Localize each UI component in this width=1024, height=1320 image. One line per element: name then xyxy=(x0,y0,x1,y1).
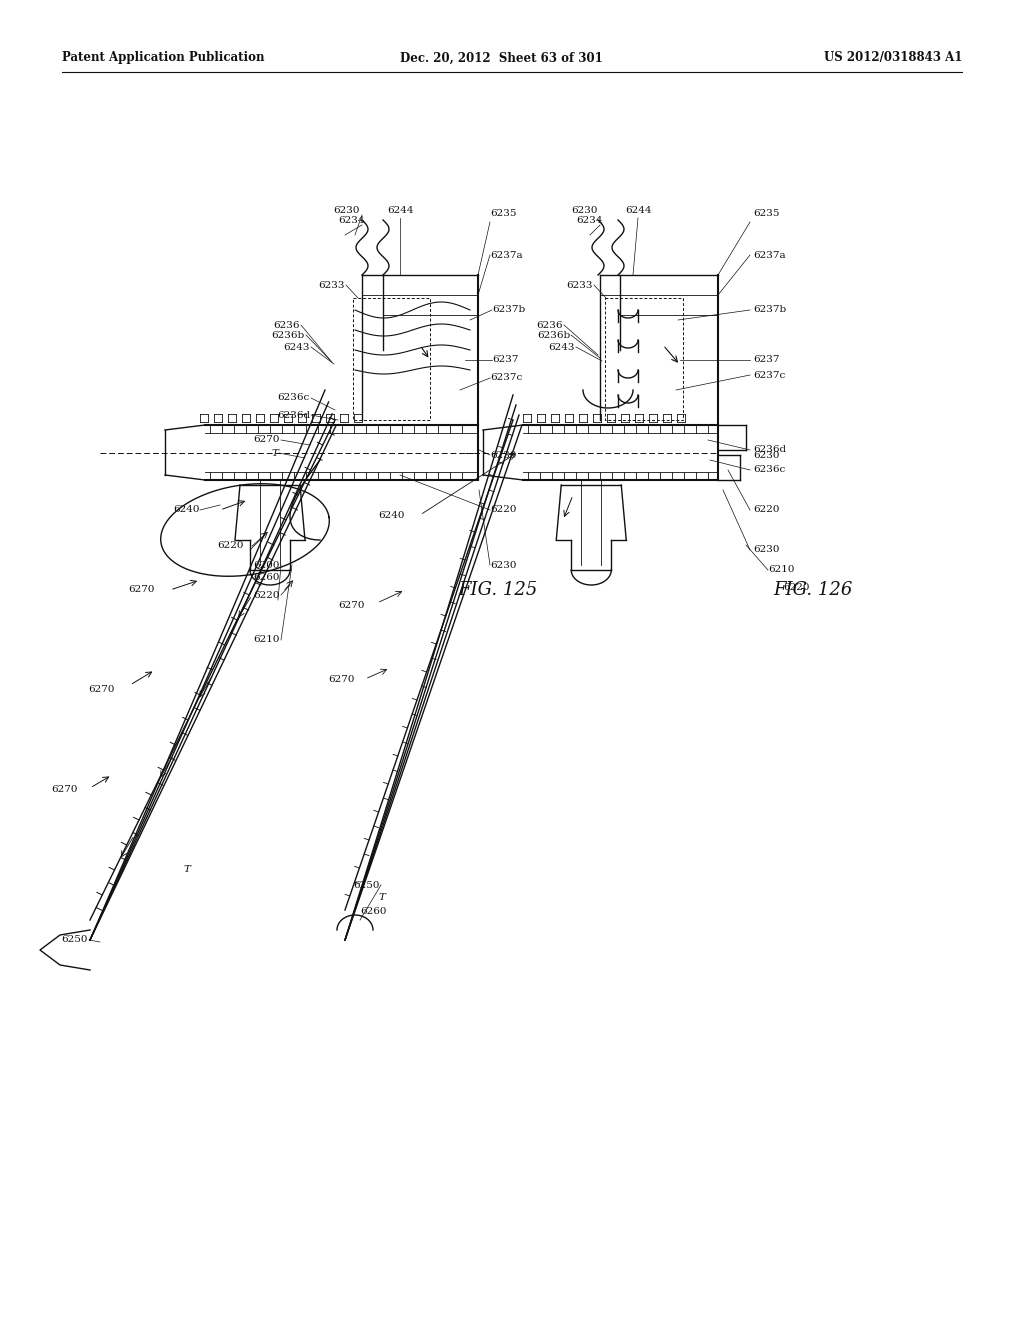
Text: 6237: 6237 xyxy=(753,355,779,364)
Text: 6233: 6233 xyxy=(318,281,345,289)
Text: 6243: 6243 xyxy=(284,342,310,351)
Text: Patent Application Publication: Patent Application Publication xyxy=(62,51,264,65)
Text: 6230: 6230 xyxy=(753,450,779,459)
Text: 6270: 6270 xyxy=(329,676,355,685)
Text: 6243: 6243 xyxy=(549,342,575,351)
Text: 6260: 6260 xyxy=(254,573,280,582)
Text: 6250: 6250 xyxy=(61,936,88,945)
Text: 6236c: 6236c xyxy=(278,393,310,403)
Text: 6236c: 6236c xyxy=(753,466,785,474)
Text: 6270: 6270 xyxy=(339,601,365,610)
Text: 6220: 6220 xyxy=(254,590,280,599)
Text: 6220: 6220 xyxy=(490,506,516,515)
Text: 6237a: 6237a xyxy=(753,251,785,260)
Text: 6236d: 6236d xyxy=(276,411,310,420)
Text: 6236b: 6236b xyxy=(537,330,570,339)
Text: 6237a: 6237a xyxy=(490,251,522,260)
Text: 6233: 6233 xyxy=(566,281,593,289)
Text: Dec. 20, 2012  Sheet 63 of 301: Dec. 20, 2012 Sheet 63 of 301 xyxy=(400,51,603,65)
Text: 6237b: 6237b xyxy=(492,305,525,314)
Text: 6200: 6200 xyxy=(254,561,280,569)
Text: 6244: 6244 xyxy=(387,206,414,215)
Text: 6210: 6210 xyxy=(254,635,280,644)
Text: 6270: 6270 xyxy=(254,436,280,445)
Text: 6210: 6210 xyxy=(768,565,795,574)
Text: 6237b: 6237b xyxy=(753,305,786,314)
Text: 6236d: 6236d xyxy=(753,446,786,454)
Text: 6220: 6220 xyxy=(783,583,810,593)
Text: 6230: 6230 xyxy=(334,206,360,215)
Text: 6236: 6236 xyxy=(273,321,300,330)
Text: 6240: 6240 xyxy=(173,506,200,515)
Text: 6237c: 6237c xyxy=(753,371,785,380)
Text: 6230: 6230 xyxy=(490,450,516,459)
Text: 6235: 6235 xyxy=(753,209,779,218)
Text: 6237: 6237 xyxy=(492,355,518,364)
Text: 6270: 6270 xyxy=(88,685,115,694)
Text: 6236: 6236 xyxy=(537,321,563,330)
Text: 6230: 6230 xyxy=(571,206,598,215)
Text: 6220: 6220 xyxy=(753,506,779,515)
Text: 6244: 6244 xyxy=(625,206,651,215)
Text: US 2012/0318843 A1: US 2012/0318843 A1 xyxy=(823,51,962,65)
Text: T: T xyxy=(271,449,278,458)
Text: FIG. 126: FIG. 126 xyxy=(773,581,852,599)
Text: T: T xyxy=(378,894,385,903)
Text: T: T xyxy=(183,866,190,874)
Text: 6260: 6260 xyxy=(360,908,387,916)
Text: 6235: 6235 xyxy=(490,209,516,218)
Text: 6230: 6230 xyxy=(753,545,779,554)
Text: 6220: 6220 xyxy=(217,540,244,549)
Text: 6234: 6234 xyxy=(577,216,603,224)
Text: 6236b: 6236b xyxy=(271,330,305,339)
Text: FIG. 125: FIG. 125 xyxy=(458,581,538,599)
Text: 6270: 6270 xyxy=(128,586,155,594)
Text: 6250: 6250 xyxy=(353,880,380,890)
Text: 6270: 6270 xyxy=(51,785,78,795)
Text: 6237c: 6237c xyxy=(490,374,522,383)
Text: 6240: 6240 xyxy=(379,511,406,520)
Text: 6234: 6234 xyxy=(339,216,365,224)
Text: 6230: 6230 xyxy=(490,561,516,569)
